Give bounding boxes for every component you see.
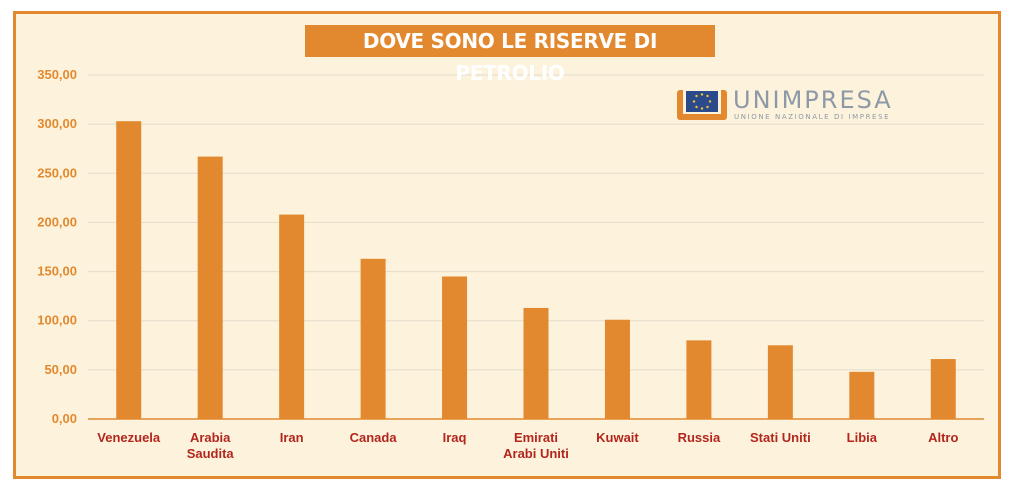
y-tick-label: 300,00 [37, 116, 77, 131]
bar [197, 156, 223, 419]
bar [767, 345, 793, 419]
bar [686, 340, 712, 419]
x-tick-label: Stati Uniti [750, 430, 811, 445]
x-tick-label: Iraq [443, 430, 467, 445]
y-tick-label: 0,00 [52, 411, 77, 426]
y-tick-label: 50,00 [44, 362, 77, 377]
logo-subtitle: UNIONE NAZIONALE DI IMPRESE [734, 113, 891, 121]
x-tick-label: Venezuela [97, 430, 161, 445]
y-tick-label: 350,00 [37, 67, 77, 82]
bar [442, 276, 468, 419]
bar [849, 371, 875, 419]
y-tick-label: 200,00 [37, 214, 77, 229]
unimpresa-logo-icon [677, 90, 727, 120]
bar [279, 214, 305, 419]
chart-frame [13, 11, 1001, 479]
bar [523, 307, 549, 419]
y-tick-label: 150,00 [37, 264, 77, 279]
y-tick-label: 250,00 [37, 165, 77, 180]
x-tick-label: Altro [928, 430, 958, 445]
x-tick-label: Russia [678, 430, 721, 445]
x-tick-label: Libia [847, 430, 878, 445]
x-tick-label: Arabia Saudita [187, 430, 235, 461]
bar [360, 258, 386, 419]
x-tick-label: Iran [280, 430, 304, 445]
unimpresa-logo: UNIMPRESA UNIONE NAZIONALE DI IMPRESE [676, 86, 951, 124]
x-tick-label: Emirati Arabi Uniti [503, 430, 569, 461]
bar [116, 121, 142, 420]
bar [604, 319, 630, 419]
x-tick-label: Canada [350, 430, 398, 445]
y-tick-label: 100,00 [37, 313, 77, 328]
logo-name: UNIMPRESA [733, 86, 893, 114]
x-tick-label: Kuwait [596, 430, 639, 445]
bar [930, 359, 956, 419]
chart-title: DOVE SONO LE RISERVE DI PETROLIO [305, 25, 715, 85]
